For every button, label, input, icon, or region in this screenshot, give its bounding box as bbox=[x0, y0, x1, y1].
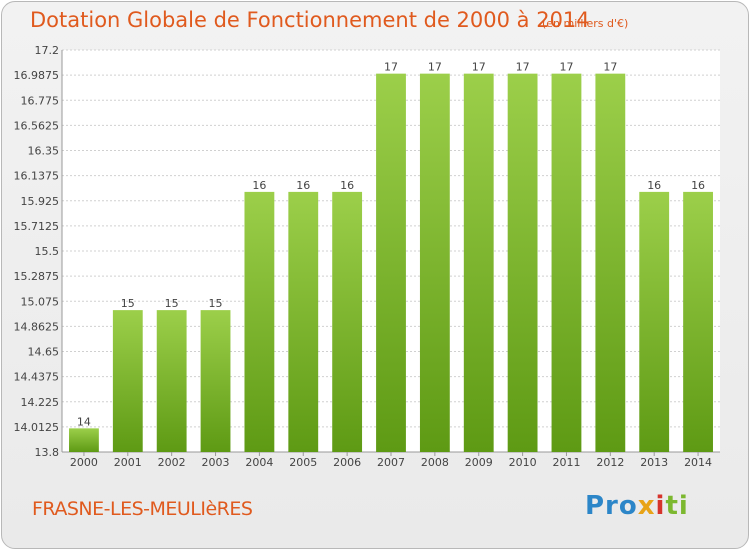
y-tick-label: 16.5625 bbox=[14, 119, 60, 132]
bar-value-label: 17 bbox=[384, 61, 398, 74]
bar bbox=[200, 310, 231, 452]
x-tick-label: 2006 bbox=[333, 456, 361, 469]
bar-value-label: 16 bbox=[691, 179, 705, 192]
y-tick-label: 14.65 bbox=[28, 346, 60, 359]
y-tick-label: 16.9875 bbox=[14, 69, 60, 82]
bar bbox=[507, 73, 538, 452]
bar-value-label: 17 bbox=[472, 61, 486, 74]
place-name: FRASNE-LES-MEULIèRES bbox=[32, 498, 253, 520]
chart-title: Dotation Globale de Fonctionnement de 20… bbox=[30, 8, 590, 32]
bar-value-label: 14 bbox=[77, 415, 91, 428]
x-tick-label: 2010 bbox=[509, 456, 537, 469]
bar-value-label: 16 bbox=[296, 179, 310, 192]
y-tick-label: 16.1375 bbox=[14, 170, 60, 183]
bar bbox=[463, 73, 494, 452]
logo-part-1: Pro bbox=[585, 491, 638, 521]
x-tick-label: 2011 bbox=[552, 456, 580, 469]
x-tick-label: 2008 bbox=[421, 456, 449, 469]
bar bbox=[156, 310, 187, 452]
bar-value-label: 17 bbox=[428, 61, 442, 74]
x-tick-label: 2004 bbox=[245, 456, 273, 469]
bar bbox=[683, 191, 713, 452]
x-tick-label: 2007 bbox=[377, 456, 405, 469]
y-tick-label: 14.0125 bbox=[14, 421, 60, 434]
x-tick-label: 2013 bbox=[640, 456, 668, 469]
y-tick-label: 13.8 bbox=[35, 446, 60, 459]
bar bbox=[288, 191, 319, 452]
bar bbox=[551, 73, 582, 452]
x-tick-label: 2002 bbox=[158, 456, 186, 469]
bar-value-label: 16 bbox=[340, 179, 354, 192]
y-tick-label: 14.4375 bbox=[14, 371, 60, 384]
bar bbox=[332, 191, 363, 452]
bar-value-label: 17 bbox=[603, 61, 617, 74]
chart-subtitle: (en milliers d'€) bbox=[542, 17, 629, 30]
bar-value-label: 15 bbox=[165, 297, 179, 310]
bar bbox=[112, 310, 143, 452]
y-tick-label: 16.35 bbox=[28, 145, 60, 158]
bar-value-label: 15 bbox=[209, 297, 223, 310]
x-tick-label: 2014 bbox=[684, 456, 712, 469]
y-tick-label: 15.7125 bbox=[14, 220, 60, 233]
y-tick-label: 15.5 bbox=[35, 245, 60, 258]
bar bbox=[595, 73, 626, 452]
logo-part-3: i bbox=[655, 491, 666, 521]
y-tick-label: 16.775 bbox=[21, 94, 60, 107]
x-tick-label: 2003 bbox=[202, 456, 230, 469]
bar bbox=[639, 191, 670, 452]
x-tick-label: 2012 bbox=[596, 456, 624, 469]
x-tick-label: 2000 bbox=[70, 456, 98, 469]
y-tick-label: 14.225 bbox=[21, 396, 60, 409]
bar-value-label: 17 bbox=[516, 61, 530, 74]
y-tick-label: 17.2 bbox=[35, 44, 60, 57]
bar-value-label: 16 bbox=[252, 179, 266, 192]
bar-value-label: 17 bbox=[559, 61, 573, 74]
y-tick-label: 15.075 bbox=[21, 295, 60, 308]
bar bbox=[376, 73, 406, 452]
bar bbox=[419, 73, 450, 452]
y-tick-label: 14.8625 bbox=[14, 320, 60, 333]
y-tick-label: 15.2875 bbox=[14, 270, 60, 283]
bar-value-label: 16 bbox=[647, 179, 661, 192]
x-tick-label: 2009 bbox=[465, 456, 493, 469]
bar-value-label: 15 bbox=[121, 297, 135, 310]
bar bbox=[244, 191, 275, 452]
y-tick-label: 15.925 bbox=[21, 195, 60, 208]
x-tick-label: 2001 bbox=[114, 456, 142, 469]
bar bbox=[69, 428, 99, 452]
proxiti-logo: Proxiti bbox=[585, 491, 689, 521]
logo-part-4: ti bbox=[665, 491, 689, 521]
x-tick-label: 2005 bbox=[289, 456, 317, 469]
logo-part-2: x bbox=[637, 491, 656, 521]
